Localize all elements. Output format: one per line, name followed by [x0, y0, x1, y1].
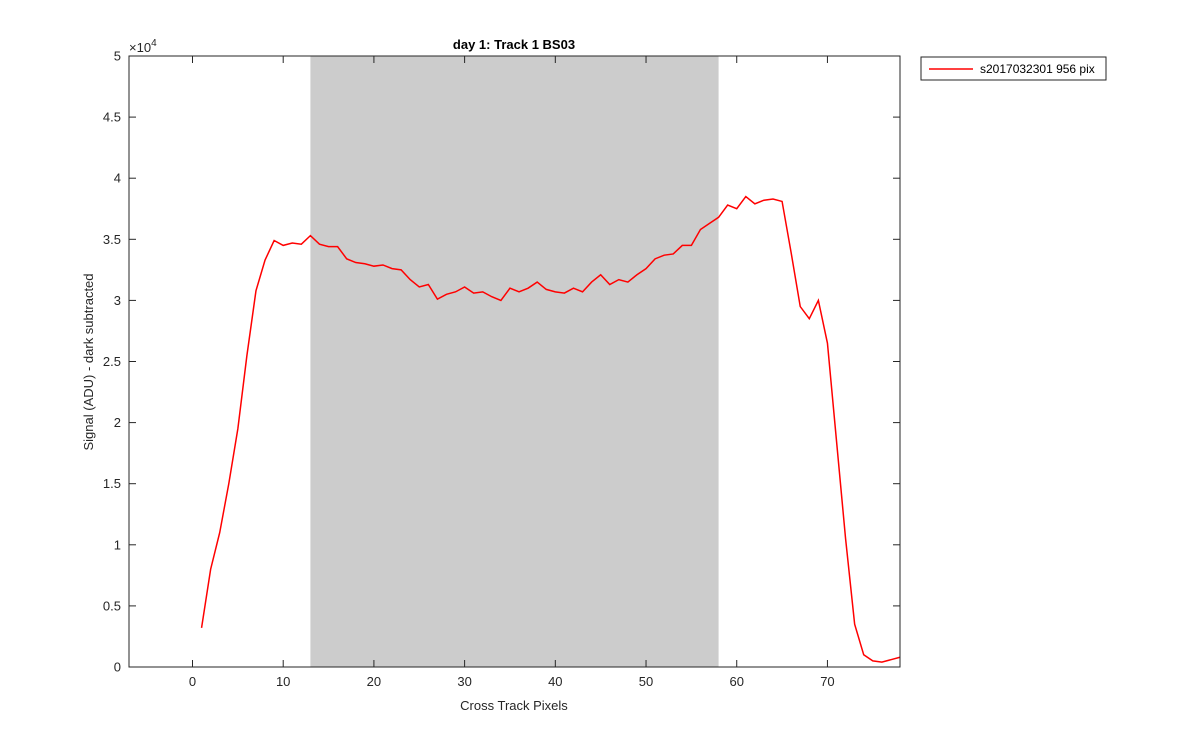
- x-tick-label: 0: [189, 674, 196, 689]
- x-tick-label: 50: [639, 674, 653, 689]
- x-tick-label: 40: [548, 674, 562, 689]
- x-axis-title: Cross Track Pixels: [460, 698, 568, 713]
- shaded-region: [310, 56, 719, 667]
- y-tick-label: 1.5: [103, 476, 121, 491]
- y-tick-label: 3.5: [103, 232, 121, 247]
- y-tick-label: 1: [114, 537, 121, 552]
- plot-frame: [128, 55, 901, 668]
- x-tick-label: 10: [276, 674, 290, 689]
- x-tick-labels: 0 10 20 30 40 50 60 70: [189, 674, 835, 689]
- x-tick-label: 30: [457, 674, 471, 689]
- y-tick-label: 3: [114, 293, 121, 308]
- y-tick-label: 2.5: [103, 354, 121, 369]
- x-tick-label: 60: [729, 674, 743, 689]
- x-tick-label: 70: [820, 674, 834, 689]
- legend-box: [920, 56, 1107, 81]
- y-tick-label: 5: [114, 49, 121, 64]
- legend: s2017032301 956 pix: [920, 56, 1107, 81]
- y-exponent-label: ×104: [129, 38, 157, 55]
- x-tick-label: 20: [367, 674, 381, 689]
- y-tick-label: 2: [114, 415, 121, 430]
- legend-label: s2017032301 956 pix: [980, 62, 1095, 76]
- series-line: [200, 195, 901, 663]
- chart-title: day 1: Track 1 BS03: [453, 37, 575, 52]
- y-axis-title: Signal (ADU) - dark subtracted: [81, 273, 96, 450]
- y-tick-label: 4.5: [103, 110, 121, 125]
- y-tick-label: 0: [114, 660, 121, 675]
- y-tick-label: 4: [114, 171, 121, 186]
- y-tick-labels: 0 0.5 1 1.5 2 2.5 3 3.5 4 4.5 5: [103, 49, 121, 675]
- y-tick-label: 0.5: [103, 598, 121, 613]
